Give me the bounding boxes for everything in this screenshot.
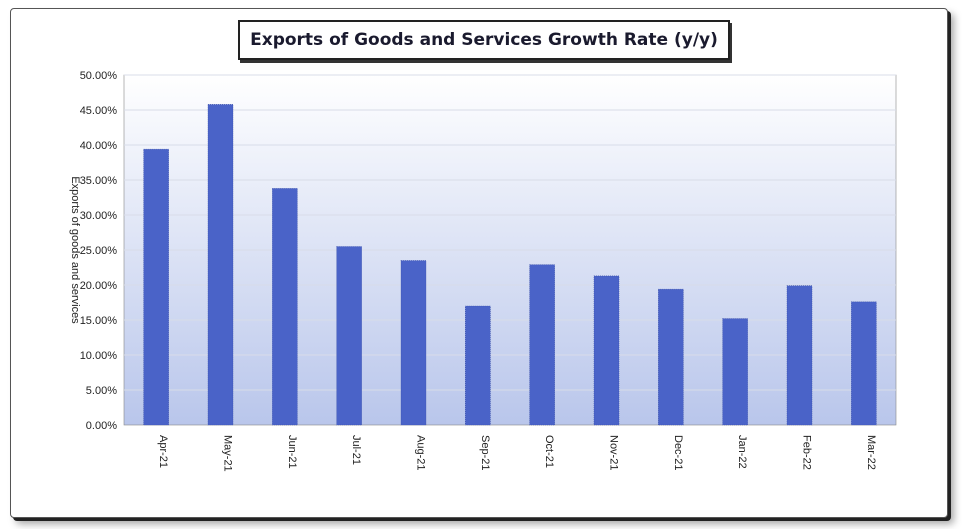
bar [593,275,620,426]
bar [529,264,555,426]
bar [786,285,813,426]
y-tick-label: 15.00% [80,315,118,327]
bar [207,104,234,426]
x-tick-label: Mar-22 [865,435,877,470]
chart-title: Exports of Goods and Services Growth Rat… [238,20,730,60]
bar [465,305,491,426]
y-tick-label: 20.00% [80,280,118,292]
x-tick-label: Sep-21 [479,435,491,470]
x-tick-label: Aug-21 [415,435,427,470]
y-tick-label: 35.00% [80,175,118,187]
y-tick-label: 30.00% [80,210,118,222]
x-tick-label: Jun-21 [286,435,298,469]
bar [722,318,748,426]
y-tick-label: 40.00% [80,140,118,152]
y-tick-label: 45.00% [80,105,118,117]
y-axis-label: Exports of goods and services [69,176,81,324]
x-tick-label: Jan-22 [736,435,748,469]
bar [851,301,877,426]
x-tick-label: Dec-21 [672,435,684,470]
bar [400,260,427,426]
x-tick-label: May-21 [222,435,234,472]
y-tick-label: 0.00% [86,420,117,432]
chart-title-text: Exports of Goods and Services Growth Rat… [250,30,718,50]
x-tick-label: Apr-21 [157,435,169,468]
x-tick-label: Feb-22 [801,435,813,470]
x-tick-label: Oct-21 [543,435,555,468]
bar [143,148,169,426]
bar [658,288,684,426]
y-tick-label: 5.00% [86,385,117,397]
y-tick-label: 10.00% [80,350,118,362]
y-tick-label: 50.00% [80,70,118,82]
bar [336,246,362,426]
x-tick-label: Nov-21 [608,435,620,470]
y-tick-label: 25.00% [80,245,118,257]
bar [272,188,298,426]
x-tick-label: Jul-21 [350,435,362,465]
